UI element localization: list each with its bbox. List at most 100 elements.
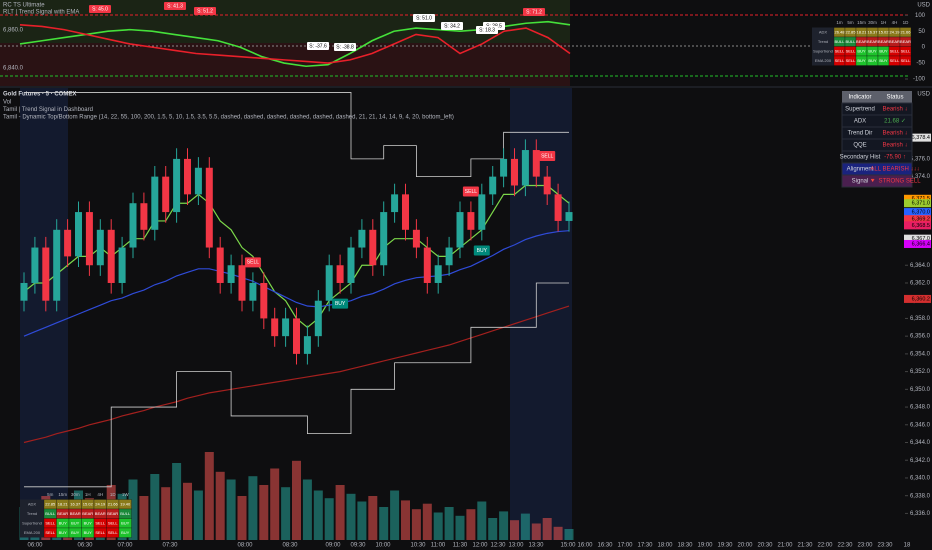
mtf-header: 30m	[71, 492, 80, 497]
x-tick-label: 19:00	[697, 543, 713, 549]
mtf-cell-text: BUY	[868, 58, 877, 63]
x-tick-label: 20:00	[737, 543, 753, 549]
candle-body	[260, 282, 268, 319]
mtf-cell-text: SELL	[890, 48, 901, 53]
price-tag	[904, 294, 931, 303]
candle-body	[140, 203, 148, 230]
candle-body	[336, 265, 344, 283]
mtf-header: 15m	[857, 20, 866, 25]
mtf-cell-text: SELL	[108, 520, 119, 525]
x-tick-label: 08:00	[237, 543, 253, 549]
volume-bar	[248, 476, 258, 540]
volume-bar	[390, 490, 400, 540]
dashboard-status: -75.90 ↑	[884, 155, 906, 161]
mtf-cell-text: BEAR	[867, 39, 878, 44]
volume-bar	[368, 496, 378, 540]
candle-body	[184, 158, 191, 195]
candle-body	[162, 176, 170, 213]
candle-body	[85, 212, 93, 266]
oscillator-tag-label: S: 18.3	[479, 27, 495, 33]
oscillator-tag	[413, 14, 435, 22]
mtf-cell-text: BULL	[834, 39, 845, 44]
x-tick-label: 17:30	[637, 543, 653, 549]
mtf-cell	[118, 527, 132, 538]
price-tag	[904, 208, 931, 217]
candle-body	[173, 158, 181, 213]
oscillator-tag	[89, 5, 111, 13]
volume-bar	[488, 518, 498, 540]
volume-bar	[193, 490, 203, 540]
candle-body	[42, 247, 50, 301]
mtf-header: 5m	[847, 20, 854, 25]
y-tick-label: 6,336.0	[910, 511, 931, 517]
mtf-cell-text: 15.02	[878, 29, 889, 34]
candle-body	[358, 229, 366, 248]
oscillator-tag-label: S: 51.0	[416, 15, 432, 21]
volume-bar	[150, 474, 160, 540]
y-tick-label: 6,358.0	[910, 316, 931, 322]
mtf-cell-text: BULL	[120, 511, 131, 516]
indicator-line	[24, 92, 569, 178]
mtf-cell-text: 16.37	[867, 29, 878, 34]
volume-bar	[357, 501, 367, 540]
y-tick-label: 6,362.0	[910, 281, 931, 287]
mtf-header: 15m	[58, 492, 67, 497]
mtf-header: 1H	[881, 20, 887, 25]
volume-bar	[226, 479, 236, 540]
mtf-label-bg	[812, 37, 834, 47]
price-tag-label: 6,366.4	[912, 241, 930, 247]
mtf-label-bg	[812, 27, 834, 37]
mtf-cell-text: BUY	[59, 530, 68, 535]
mtf-cell-text: BEAR	[107, 511, 118, 516]
candle-body	[314, 300, 322, 337]
y-tick-label: 6,342.0	[910, 458, 931, 464]
dashboard-row-bg	[841, 174, 913, 188]
mtf-label-bg	[812, 56, 834, 66]
volume-bar	[499, 511, 509, 540]
candle-body	[118, 247, 126, 283]
price-tag-label: 6,360.2	[912, 296, 930, 302]
mtf-cell-text: 18.21	[58, 501, 69, 506]
volume-bar	[379, 507, 389, 540]
dashboard-label: Trend Dir	[848, 131, 873, 137]
y-tick-label: 6,364.0	[910, 263, 931, 269]
mtf-cell-text: SELL	[45, 530, 56, 535]
candle-body	[293, 318, 300, 354]
currency: USD	[917, 92, 930, 98]
x-tick-label: 06:00	[27, 543, 43, 549]
mtf-cell-text: BUY	[868, 48, 877, 53]
x-tick-label: 19:30	[717, 543, 733, 549]
mtf-cell-text: 15.02	[83, 501, 94, 506]
oscillator-tag-label: S: 34.2	[444, 23, 460, 29]
x-tick-label: 23:00	[857, 543, 873, 549]
y-tick-label: -100	[913, 77, 926, 83]
x-tick-label: 23:30	[877, 543, 893, 549]
signal-label: SELL	[465, 189, 477, 195]
x-tick-label: 21:00	[777, 543, 793, 549]
mtf-cell-text: 24.19	[95, 501, 106, 506]
candle-body	[53, 229, 61, 301]
volume-bar	[564, 529, 574, 540]
y-tick-label: 6,340.0	[910, 476, 931, 482]
volume-bar	[466, 509, 476, 540]
candle-body	[380, 212, 388, 266]
oscillator-tag	[307, 42, 329, 50]
candle-body	[129, 203, 137, 248]
mtf-label-bg	[20, 528, 44, 538]
mtf-cell-text: SELL	[45, 520, 56, 525]
volume-bar	[281, 487, 291, 540]
oscillator-tag-label: S: 71.2	[526, 9, 542, 15]
main-title: Gold Futures · 5 · COMEX	[3, 92, 76, 98]
mtf-cell-text: 22.85	[845, 29, 856, 34]
mtf-cell-text: BUY	[879, 48, 888, 53]
mtf-label-bg	[812, 46, 834, 56]
volume-bar	[542, 518, 552, 540]
y-tick-label: 6,350.0	[910, 387, 931, 393]
volume-bar	[335, 485, 345, 540]
candle-body	[75, 212, 82, 257]
price-tag-label: 6,370.0	[912, 210, 930, 216]
volume-bar	[433, 512, 443, 540]
main-subtitle: Tamil | Trend Signal in Dashboard	[3, 107, 93, 113]
oscillator-tag-label: S: 45.0	[92, 6, 108, 12]
volume-bar	[531, 523, 541, 540]
